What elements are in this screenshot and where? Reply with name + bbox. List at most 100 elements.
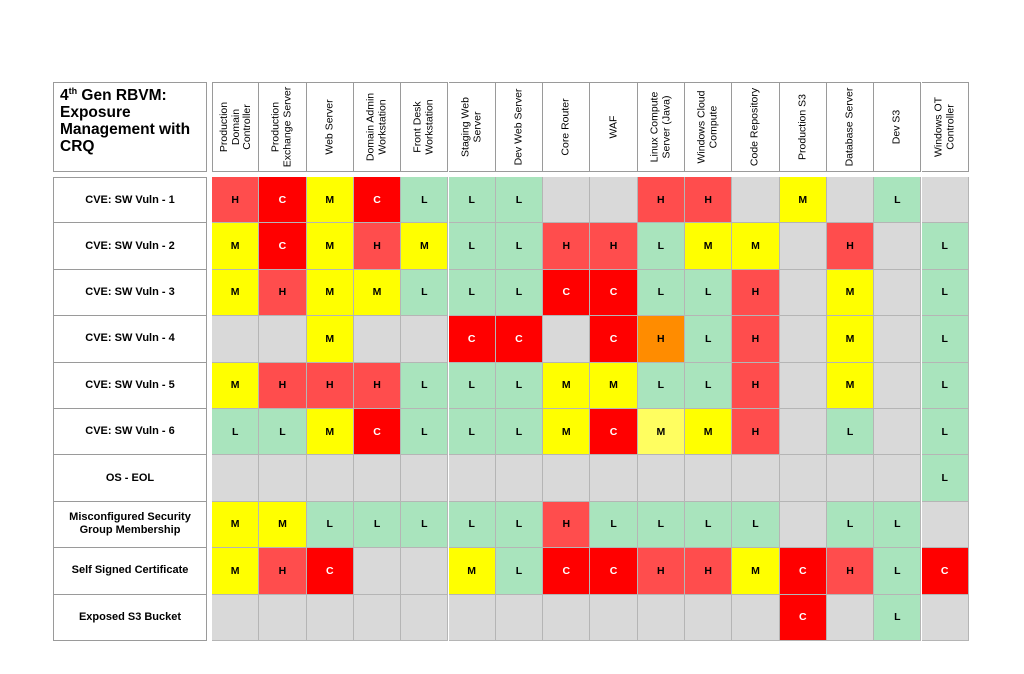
column-header: Database Server xyxy=(826,82,875,172)
matrix-cell: L xyxy=(685,269,733,317)
matrix-cell xyxy=(543,177,591,224)
matrix-cell: C xyxy=(448,316,496,363)
matrix-cell: L xyxy=(401,177,449,224)
matrix-cell: H xyxy=(353,223,402,270)
matrix-cell: L xyxy=(401,501,449,549)
matrix-cell: H xyxy=(590,223,638,270)
matrix-cell xyxy=(874,362,922,409)
column-header: Code Repository xyxy=(732,82,780,172)
row-label: OS - EOL xyxy=(53,455,207,502)
matrix-cell: M xyxy=(826,362,875,409)
matrix-cell xyxy=(779,269,827,317)
matrix-cell: L xyxy=(685,316,733,363)
matrix-cell: M xyxy=(306,223,354,270)
column-header-label: Windows Cloud Compute xyxy=(695,90,720,164)
matrix-cell: L xyxy=(921,316,969,363)
row-label: CVE: SW Vuln - 6 xyxy=(53,409,207,456)
column-header: Domain Admin Workstation xyxy=(353,82,402,172)
column-header-label: Production Domain Controller xyxy=(217,101,253,153)
matrix-cell xyxy=(543,455,591,502)
matrix-cell: L xyxy=(685,362,733,409)
matrix-cell: L xyxy=(590,501,638,549)
matrix-cell: L xyxy=(921,362,969,409)
matrix-cell: L xyxy=(637,362,685,409)
matrix-cell: C xyxy=(590,409,638,456)
title-prefix: 4 xyxy=(60,87,69,104)
matrix-cell xyxy=(685,594,733,641)
matrix-cell: H xyxy=(637,548,685,595)
matrix-cell: L xyxy=(448,362,496,409)
matrix-cell: L xyxy=(448,223,496,270)
matrix-cell: C xyxy=(543,269,591,317)
matrix-cell xyxy=(874,316,922,363)
column-header: Staging Web Server xyxy=(448,82,496,172)
column-header-label: WAF xyxy=(606,115,619,139)
matrix-cell: C xyxy=(259,223,307,270)
matrix-cell: L xyxy=(637,223,685,270)
matrix-cell: H xyxy=(732,269,780,317)
matrix-cell: M xyxy=(212,362,260,409)
matrix-cell xyxy=(590,455,638,502)
column-header-label: Web Server xyxy=(322,99,335,155)
title-superscript: th xyxy=(68,86,78,96)
matrix-cell xyxy=(874,455,922,502)
column-header: WAF xyxy=(590,82,638,172)
matrix-cell: M xyxy=(779,177,827,224)
matrix-cell: L xyxy=(306,501,354,549)
matrix-cell: L xyxy=(495,409,544,456)
row-label: CVE: SW Vuln - 5 xyxy=(53,362,207,409)
matrix-cell xyxy=(353,594,402,641)
matrix-cell xyxy=(826,594,875,641)
column-header-label: Front Desk Workstation xyxy=(411,99,436,155)
matrix-cell: M xyxy=(685,223,733,270)
matrix-cell: H xyxy=(732,316,780,363)
matrix-cell xyxy=(921,177,969,224)
row-label: Exposed S3 Bucket xyxy=(53,594,207,641)
column-header-label: Dev S3 xyxy=(890,109,903,145)
matrix-cell: M xyxy=(212,548,260,595)
matrix-cell: H xyxy=(685,177,733,224)
matrix-cell xyxy=(543,316,591,363)
matrix-cell: C xyxy=(306,548,354,595)
matrix-cell xyxy=(212,455,260,502)
matrix-cell xyxy=(448,455,496,502)
matrix-cell: H xyxy=(212,177,260,224)
matrix-cell: L xyxy=(826,501,875,549)
matrix-cell: M xyxy=(306,177,354,224)
matrix-cell: L xyxy=(921,223,969,270)
matrix-cell xyxy=(353,316,402,363)
column-header-label: Linux Compute Server (Java) xyxy=(648,91,672,163)
matrix-cell xyxy=(779,316,827,363)
matrix-cell xyxy=(353,548,402,595)
column-header: Production Exchange Server xyxy=(259,82,307,172)
matrix-cell: L xyxy=(495,223,544,270)
matrix-cell: H xyxy=(353,362,402,409)
matrix-cell: L xyxy=(401,409,449,456)
matrix-cell: L xyxy=(353,501,402,549)
page-title: 4th Gen RBVM: Exposure Management with C… xyxy=(53,82,207,172)
matrix-cell: L xyxy=(448,177,496,224)
matrix-cell xyxy=(874,223,922,270)
matrix-cell xyxy=(259,455,307,502)
matrix-cell: M xyxy=(448,548,496,595)
matrix-cell xyxy=(921,501,969,549)
matrix-cell: L xyxy=(212,409,260,456)
matrix-cell: C xyxy=(590,548,638,595)
matrix-cell: H xyxy=(637,316,685,363)
matrix-cell: M xyxy=(543,409,591,456)
row-label: CVE: SW Vuln - 1 xyxy=(53,177,207,224)
matrix-cell: H xyxy=(259,269,307,317)
matrix-cell: M xyxy=(353,269,402,317)
matrix-cell: C xyxy=(921,548,969,595)
column-header: Production S3 xyxy=(779,82,827,172)
matrix-cell: H xyxy=(543,223,591,270)
matrix-cell: M xyxy=(732,223,780,270)
column-header-label: Staging Web Server xyxy=(459,97,483,157)
matrix-cell xyxy=(685,455,733,502)
matrix-cell: L xyxy=(637,269,685,317)
matrix-cell xyxy=(306,455,354,502)
matrix-cell xyxy=(779,362,827,409)
matrix-cell: C xyxy=(779,548,827,595)
matrix-cell xyxy=(212,594,260,641)
column-header-label: Database Server xyxy=(843,87,856,167)
